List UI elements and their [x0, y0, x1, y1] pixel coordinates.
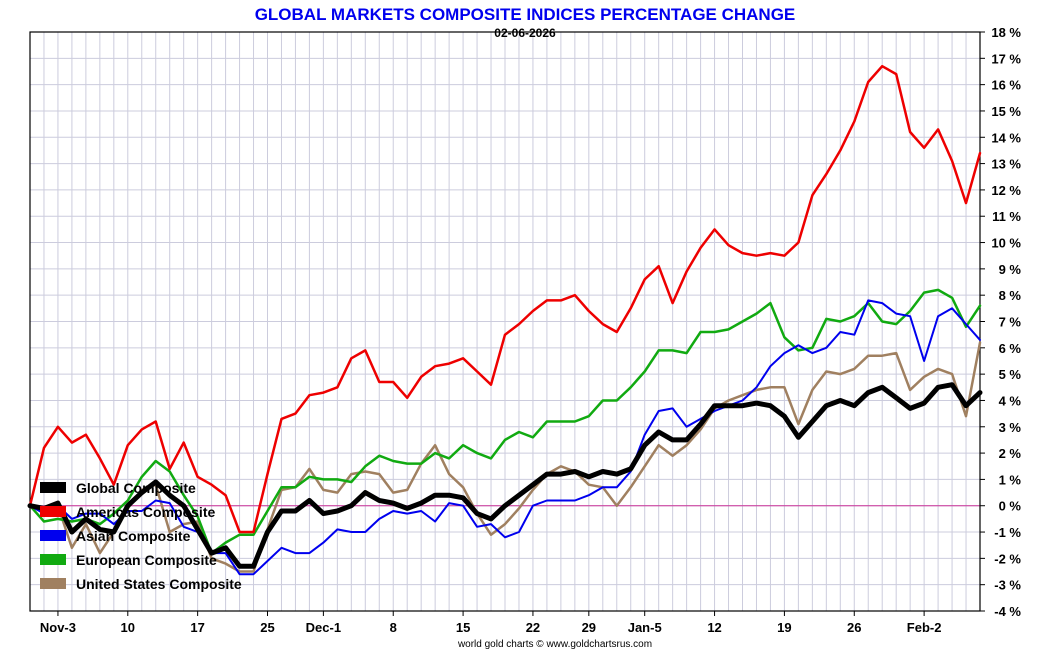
y-tick-label: 3 %: [999, 420, 1022, 435]
y-tick-label: 14 %: [991, 130, 1021, 145]
series-line-united-states-composite: [28, 341, 982, 573]
x-tick-label: Dec-1: [306, 620, 341, 635]
y-tick-label: -1 %: [994, 525, 1021, 540]
x-tick-label: Nov-3: [40, 620, 76, 635]
y-tick-label: 17 %: [991, 51, 1021, 66]
y-tick-label: 16 %: [991, 78, 1021, 93]
y-tick-label: 6 %: [999, 341, 1022, 356]
legend-swatch: [40, 578, 66, 589]
legend-label: European Composite: [76, 552, 217, 568]
y-tick-label: 12 %: [991, 183, 1021, 198]
legend-label: United States Composite: [76, 576, 242, 592]
series-lines: [27, 64, 983, 576]
x-tick-label: 25: [260, 620, 274, 635]
x-tick-label: 19: [777, 620, 791, 635]
y-tick-label: 5 %: [999, 367, 1022, 382]
legend-label: Americas Composite: [76, 504, 215, 520]
y-tick-label: 9 %: [999, 262, 1022, 277]
y-tick-label: 2 %: [999, 446, 1022, 461]
chart-date: 02-06-2026: [494, 26, 556, 40]
y-axis: -4 % -3 % -2 % -1 % 0 % 1 % 2 % 3 % 4 % 5 % 6 % 7 %…: [980, 25, 1021, 619]
y-tick-label: -3 %: [994, 578, 1021, 593]
y-tick-label: 7 %: [999, 315, 1022, 330]
y-tick-label: 10 %: [991, 236, 1021, 251]
x-tick-label: 8: [390, 620, 397, 635]
y-tick-label: -4 %: [994, 604, 1021, 619]
x-tick-label: 26: [847, 620, 861, 635]
x-tick-label: Feb-2: [907, 620, 942, 635]
y-tick-label: 8 %: [999, 288, 1022, 303]
series-line-global-composite: [27, 382, 983, 569]
credit-text: world gold charts © www.goldchartsrus.co…: [457, 639, 652, 650]
y-tick-label: 4 %: [999, 393, 1022, 408]
x-tick-label: Jan-5: [628, 620, 662, 635]
legend-swatch: [40, 506, 66, 517]
y-tick-label: 18 %: [991, 25, 1021, 40]
y-tick-label: 0 %: [999, 499, 1022, 514]
legend-swatch: [40, 530, 66, 541]
x-tick-label: 17: [190, 620, 204, 635]
legend-swatch: [40, 482, 66, 493]
chart-title: GLOBAL MARKETS COMPOSITE INDICES PERCENT…: [255, 5, 796, 24]
legend-label: Global Composite: [76, 480, 196, 496]
x-tick-label: 22: [526, 620, 540, 635]
legend-swatch: [40, 554, 66, 565]
y-tick-label: -2 %: [994, 551, 1021, 566]
series-line-european-composite: [28, 288, 982, 555]
y-tick-label: 15 %: [991, 104, 1021, 119]
x-tick-label: 12: [707, 620, 721, 635]
series-line-americas-composite: [28, 64, 982, 534]
y-tick-label: 13 %: [991, 157, 1021, 172]
y-tick-label: 11 %: [992, 209, 1021, 224]
x-tick-label: 29: [582, 620, 596, 635]
x-tick-label: 10: [121, 620, 135, 635]
legend-label: Asian Composite: [76, 528, 191, 544]
y-tick-label: 1 %: [999, 472, 1022, 487]
x-tick-label: 15: [456, 620, 470, 635]
legend: Global Composite Americas Composite Asian …: [40, 480, 242, 592]
x-axis: Nov-3 10 17 25 Dec-1 8 15 22 29 Jan-5 12 19 26 Feb-2: [40, 611, 942, 635]
series-line-asian-composite: [29, 299, 981, 576]
